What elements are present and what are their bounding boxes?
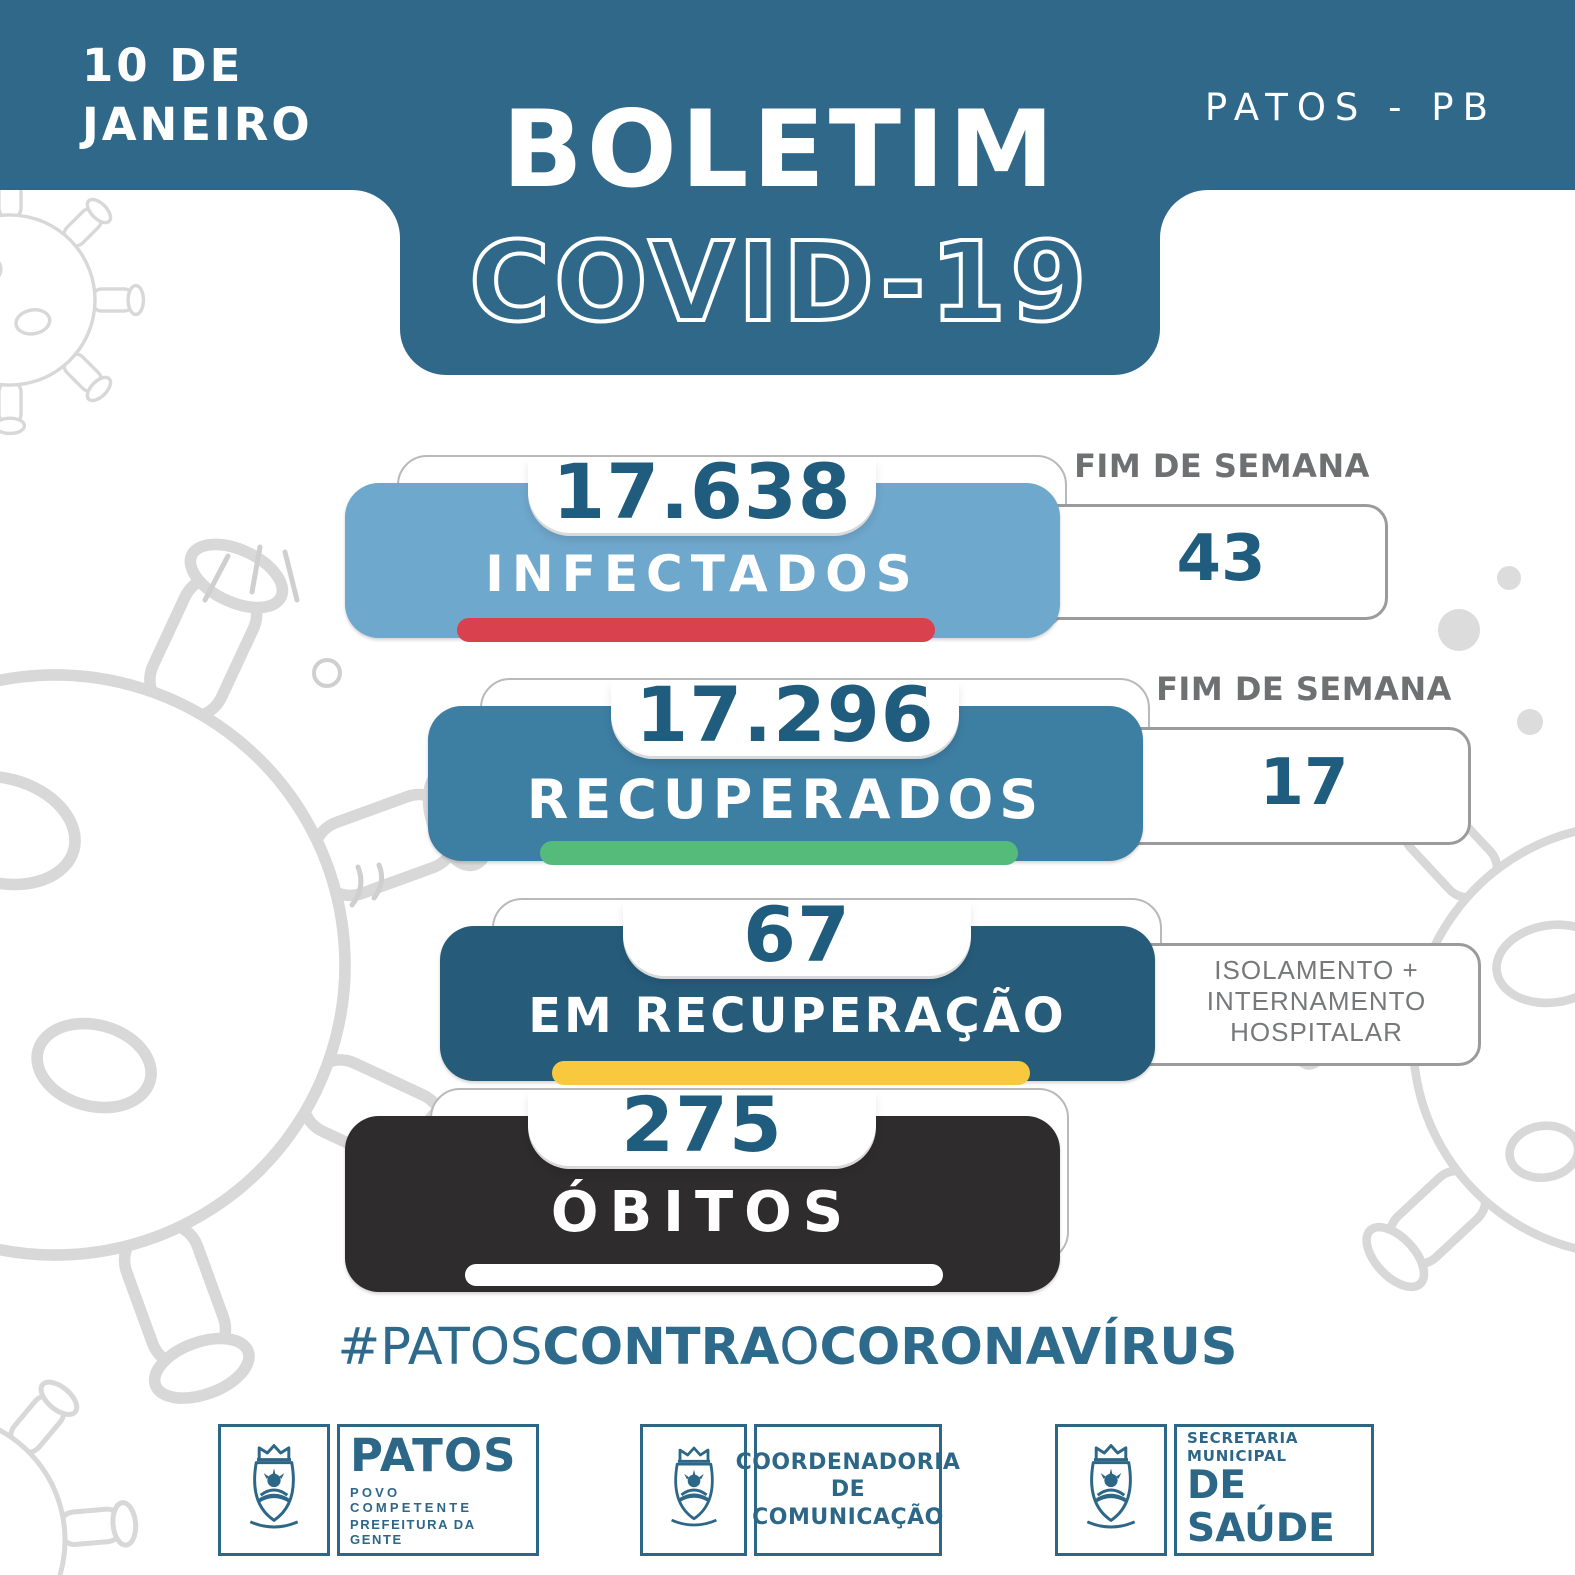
em-recuperacao-count: 67 [743, 890, 851, 979]
header-fillet-right [1160, 190, 1208, 238]
saude-crest-box [1055, 1424, 1167, 1556]
hashtag-seg-o: O [779, 1318, 820, 1377]
hashtag-seg-corona: CORONA [819, 1318, 1062, 1377]
hashtag-seg-contra: CONTRA [542, 1318, 780, 1377]
prefeitura-name: PATOS [350, 1429, 517, 1482]
recuperados-green-bar [540, 841, 1018, 865]
prefeitura-tagline2: PREFEITURA DA GENTE [350, 1517, 476, 1547]
covid19-outline-text: COVID-19 [469, 218, 1090, 346]
report-date: 10 DE JANEIRO [82, 36, 313, 155]
note-line-1: ISOLAMENTO + [1214, 954, 1419, 985]
covid19-outline-title: COVID-19 [467, 216, 1090, 348]
prefeitura-tagline1: POVO COMPETENTE [350, 1485, 473, 1515]
report-date-line2: JANEIRO [82, 98, 313, 152]
comunicacao-line1: COORDENADORIA [735, 1449, 961, 1475]
patos-coat-of-arms-icon [1086, 1444, 1136, 1529]
campaign-hashtag: #PATOSCONTRAOCORONAVÍRUS [0, 1318, 1575, 1377]
infectados-weekend-title: FIM DE SEMANA [1074, 447, 1370, 485]
em-recuperacao-note: ISOLAMENTO + INTERNAMENTO HOSPITALAR [1158, 943, 1475, 1060]
recuperados-count: 17.296 [635, 670, 935, 759]
recuperados-label: RECUPERADOS [526, 768, 1045, 831]
infectados-red-bar [457, 618, 935, 642]
patos-coat-of-arms-icon [670, 1446, 717, 1527]
obitos-label: ÓBITOS [550, 1180, 855, 1245]
infectados-weekend-box [1002, 504, 1388, 620]
saude-line1: SECRETARIA MUNICIPAL [1187, 1429, 1299, 1466]
recuperados-weekend-value: 17 [1259, 746, 1349, 820]
location-label: PATOS - PB [1204, 86, 1497, 129]
prefeitura-crest-box [218, 1424, 330, 1556]
bulletin-title: BOLETIM [501, 88, 1059, 211]
comunicacao-crest-box [640, 1424, 747, 1556]
report-date-line1: 10 DE [82, 39, 244, 92]
saude-line2: DE SAÚDE [1187, 1463, 1335, 1551]
header-title-tab [400, 0, 1160, 375]
comunicacao-text-box: COORDENADORIA DE COMUNICAÇÃO [736, 1424, 960, 1556]
saude-logo-block: SECRETARIA MUNICIPAL DE SAÚDE [1055, 1424, 1374, 1556]
saude-text-box: SECRETARIA MUNICIPAL DE SAÚDE [1174, 1424, 1374, 1556]
comunicacao-line2: DE COMUNICAÇÃO [752, 1477, 944, 1530]
infectados-count: 17.638 [552, 447, 852, 536]
em-recuperacao-notch [623, 900, 971, 976]
note-line-2: INTERNAMENTO [1206, 985, 1427, 1016]
hashtag-seg-patos: #PATOS [337, 1318, 543, 1377]
recuperados-weekend-box [1085, 727, 1471, 845]
patos-coat-of-arms-icon [249, 1444, 299, 1529]
em-recuperacao-label: EM RECUPERAÇÃO [528, 988, 1067, 1044]
obitos-white-bar [465, 1264, 943, 1286]
obitos-notch [528, 1090, 876, 1166]
prefeitura-wordmark-box: PATOS POVO COMPETENTE PREFEITURA DA GENT… [337, 1424, 539, 1556]
note-line-3: HOSPITALAR [1230, 1017, 1403, 1048]
obitos-count: 275 [621, 1080, 783, 1169]
infectados-weekend-value: 43 [1176, 522, 1266, 596]
hashtag-seg-virus: VÍRUS [1061, 1318, 1238, 1377]
prefeitura-logo-block: PATOS POVO COMPETENTE PREFEITURA DA GENT… [218, 1424, 539, 1556]
recuperados-weekend-title: FIM DE SEMANA [1156, 670, 1452, 708]
recuperados-notch [611, 680, 959, 756]
header-fillet-left [352, 190, 400, 238]
infectados-notch [528, 457, 876, 533]
em-recuperacao-yellow-bar [552, 1061, 1030, 1085]
infectados-label: INFECTADOS [485, 545, 920, 603]
comunicacao-logo-block: COORDENADORIA DE COMUNICAÇÃO [640, 1424, 960, 1556]
em-recuperacao-note-box [1100, 943, 1481, 1066]
